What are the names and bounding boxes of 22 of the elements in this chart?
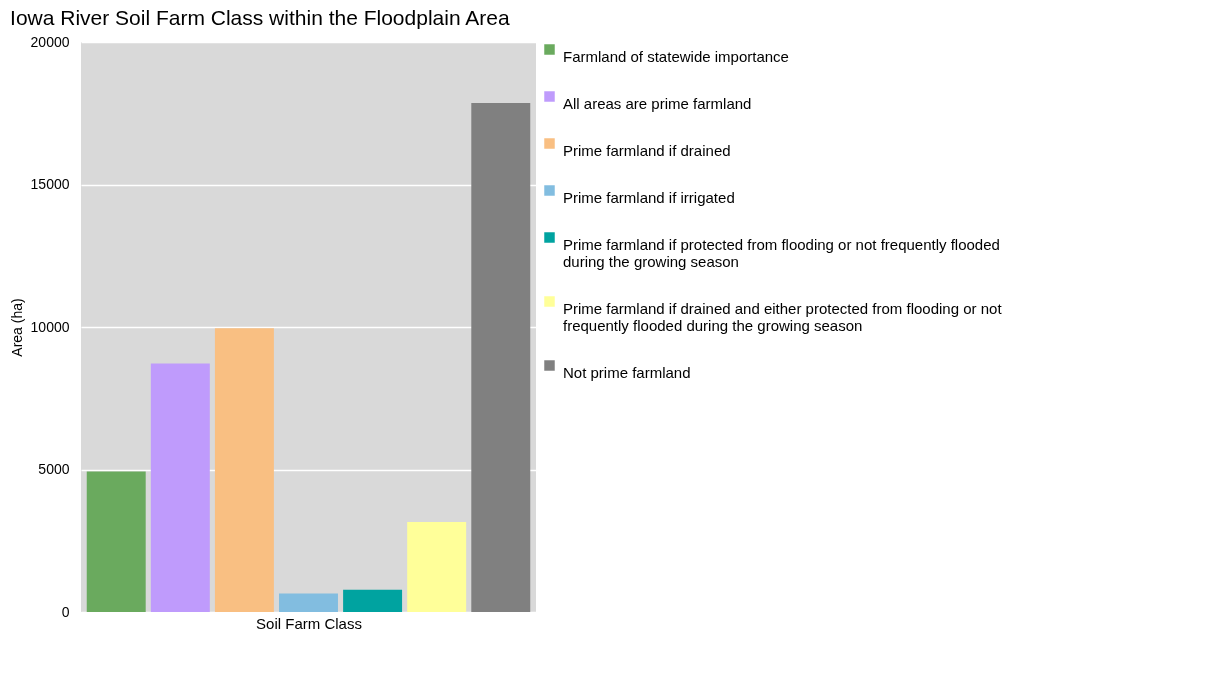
- y-tick-label: 0: [61, 603, 70, 620]
- legend-label: Farmland of statewide importance: [563, 47, 789, 65]
- legend-label: Prime farmland if drained and either protected from flooding or not frequently flooded during the growing season: [563, 299, 1003, 334]
- bar: [471, 102, 531, 612]
- legend-label: All areas are prime farmland: [563, 94, 752, 112]
- bar: [86, 471, 146, 612]
- y-tick-label: 20000: [30, 33, 70, 50]
- y-axis-title: Area (ha): [8, 298, 25, 357]
- y-tick-label: 15000: [30, 176, 70, 192]
- bar: [214, 328, 274, 612]
- legend-label: Prime farmland if irrigated: [563, 188, 735, 206]
- y-tick-label: 5000: [38, 461, 70, 477]
- x-axis-title: Soil Farm Class: [256, 614, 362, 632]
- legend-label: Prime farmland if drained: [563, 141, 731, 159]
- legend-label: Not prime farmland: [563, 363, 691, 381]
- legend-label: Prime farmland if protected from flooding or not frequently flooded during the growing season: [563, 235, 1000, 270]
- y-tick-label: 10000: [30, 318, 70, 335]
- bar: [343, 589, 403, 612]
- chart-title: Iowa River Soil Farm Class within the Floodplain Area: [10, 6, 510, 29]
- bar: [150, 363, 210, 612]
- bar: [407, 521, 467, 612]
- bar: [279, 593, 338, 612]
